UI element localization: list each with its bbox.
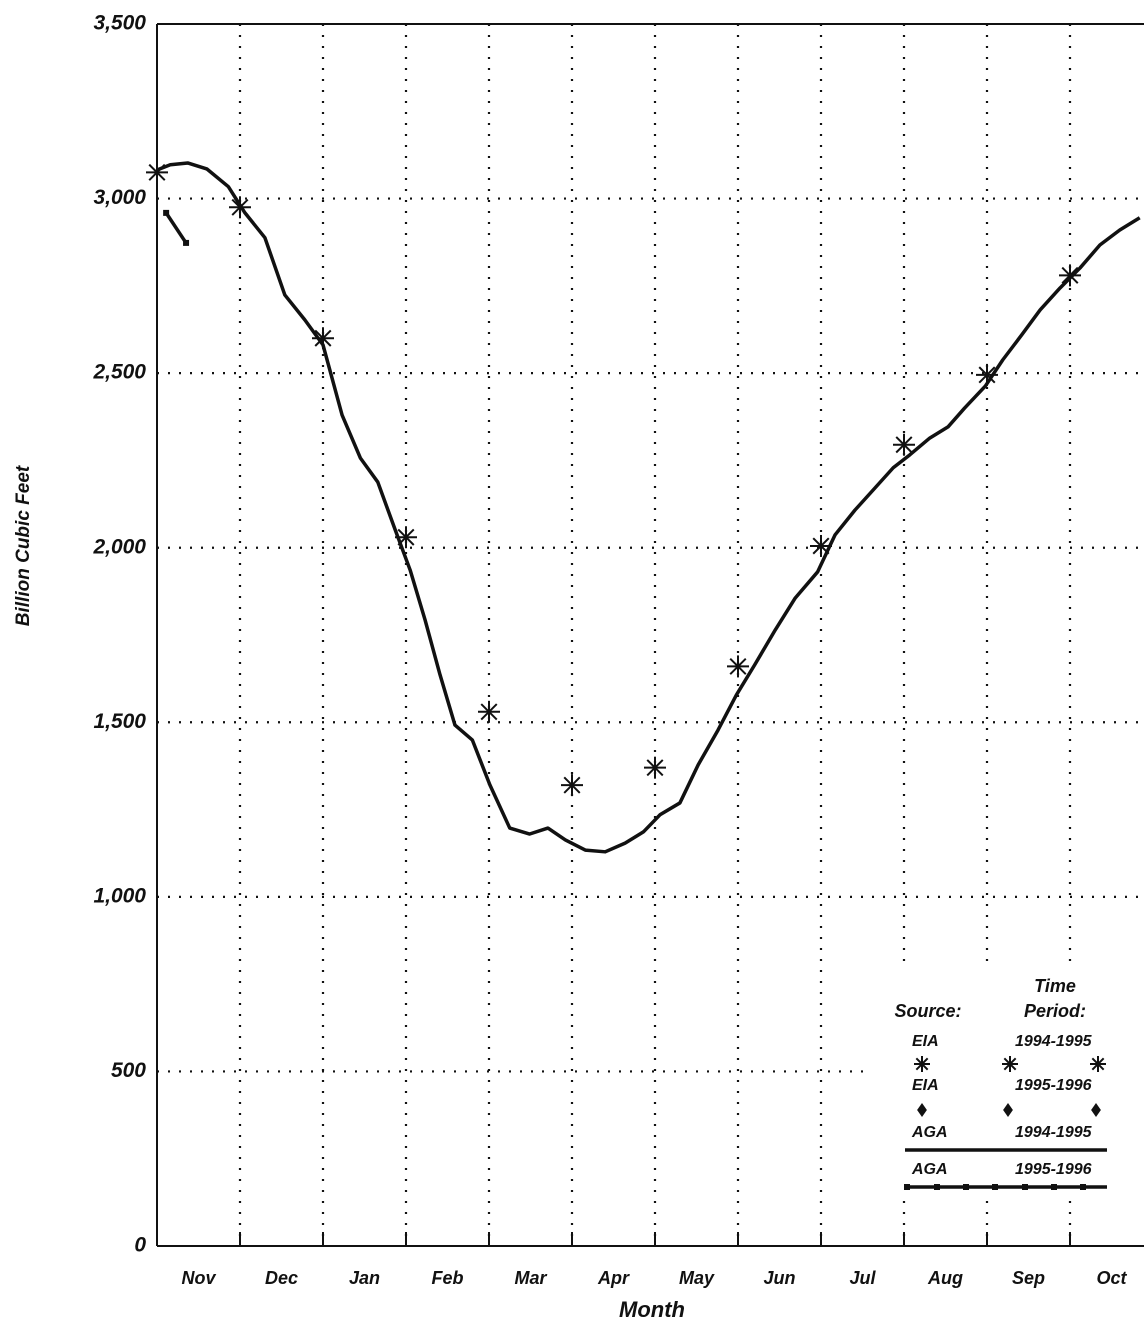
asterisk-marker [727,655,749,678]
y-tick-label: 3,000 [93,186,146,209]
legend-symbol [1003,1103,1013,1117]
x-tick-label: May [679,1268,715,1288]
legend-symbol [1080,1184,1086,1190]
legend: Source: Time Period: EIA 1994-1995 EIA 1995-19… [872,968,1144,1200]
asterisk-marker [312,327,334,350]
legend-period-title: Period: [1024,1001,1086,1021]
legend-period: 1995-1996 [1015,1161,1092,1178]
asterisk-marker [893,433,915,456]
asterisk-marker [146,161,168,184]
asterisk-stroke [895,436,913,454]
x-tick-label: Aug [927,1268,963,1288]
legend-symbol [914,1056,930,1072]
legend-symbol [1051,1184,1057,1190]
legend-symbol [963,1184,969,1190]
legend-symbol [1002,1056,1018,1072]
x-axis-label: Month [619,1297,685,1322]
data-line [164,211,188,244]
legend-period: 1994-1995 [1015,1033,1093,1050]
y-tick-label: 500 [111,1059,146,1082]
legend-source-title: Source: [894,1001,961,1021]
x-tick-label: Feb [431,1268,463,1288]
x-tick-label: Mar [514,1268,547,1288]
asterisk-stroke [1091,1057,1105,1071]
asterisk-stroke [978,366,996,384]
x-tick-label: Sep [1012,1268,1045,1288]
asterisk-stroke [480,703,498,721]
x-tick-label: Nov [181,1268,216,1288]
legend-symbol [934,1184,940,1190]
asterisk-marker [561,774,583,797]
y-axis-label: Billion Cubic Feet [13,465,34,626]
legend-period: 1994-1995 [1015,1124,1093,1141]
x-tick-label: Oct [1096,1268,1127,1288]
legend-source: AGA [911,1161,948,1178]
asterisk-stroke [1003,1057,1017,1071]
legend-source: EIA [912,1077,939,1094]
square-marker [183,239,190,246]
legend-symbol [904,1184,910,1190]
legend-source: EIA [912,1033,939,1050]
legend-symbol [992,1184,998,1190]
legend-period-title: Time [1034,976,1076,996]
asterisk-stroke [314,329,332,347]
asterisk-stroke [812,537,830,555]
asterisk-marker [644,756,666,779]
asterisk-stroke [729,657,747,675]
x-tick-label: Jan [349,1268,380,1288]
legend-symbol [917,1103,927,1117]
data-line [156,161,1141,854]
legend-symbol [1091,1103,1101,1117]
y-tick-label: 1,000 [93,884,146,907]
asterisk-stroke [1061,266,1079,284]
y-tick-label: 1,500 [93,710,146,733]
y-tick-label: 3,500 [93,12,146,35]
x-tick-label: Jun [763,1268,795,1288]
y-tick-label: 2,000 [92,535,146,558]
asterisk-stroke [915,1057,929,1071]
y-tick-label: 2,500 [92,361,146,384]
x-tick-label: Dec [265,1268,298,1288]
asterisk-stroke [646,759,664,777]
asterisk-marker [1059,264,1081,287]
asterisk-stroke [563,776,581,794]
legend-symbol [1022,1184,1028,1190]
y-tick-label: 0 [134,1234,146,1257]
legend-source: AGA [911,1124,948,1141]
square-marker [163,209,170,216]
legend-period: 1995-1996 [1015,1077,1092,1094]
legend-symbol [1090,1056,1106,1072]
x-tick-label: Apr [597,1268,630,1288]
x-tick-label: Jul [849,1268,876,1288]
asterisk-marker [478,700,500,723]
legend-background [872,968,1144,1200]
